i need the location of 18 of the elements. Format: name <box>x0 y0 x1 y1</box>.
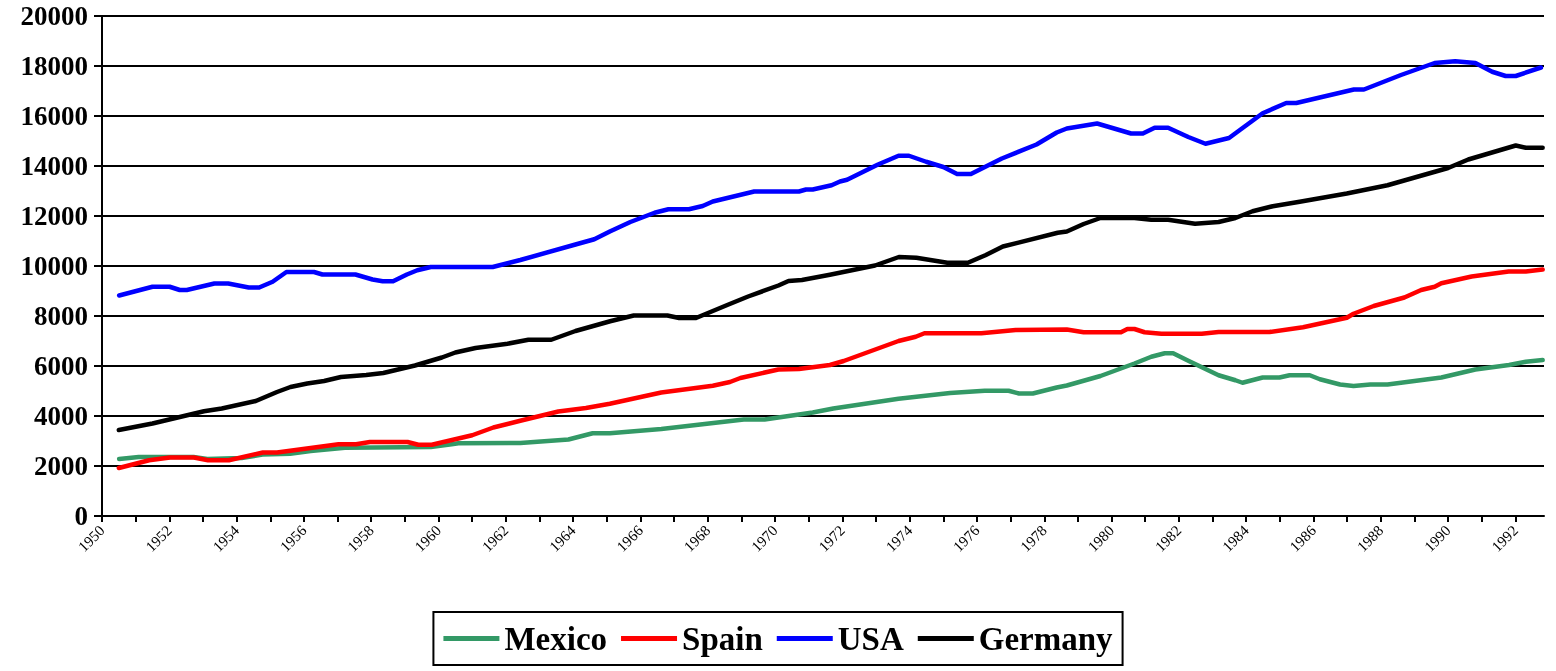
y-tick-label: 18000 <box>20 51 88 81</box>
legend-label: USA <box>837 620 904 657</box>
line-series <box>116 351 1545 462</box>
line-series <box>116 267 1545 471</box>
legend-label: Mexico <box>504 620 608 657</box>
y-tick-label: 4000 <box>34 401 88 431</box>
legend-label: Germany <box>978 620 1114 657</box>
line-series <box>116 59 1544 298</box>
y-tick-label: 0 <box>74 501 88 531</box>
y-tick-label: 2000 <box>34 451 88 481</box>
y-tick-label: 20000 <box>20 1 88 31</box>
y-tick-label: 6000 <box>34 351 88 381</box>
y-tick-label: 12000 <box>20 201 88 231</box>
y-tick-label: 16000 <box>20 101 88 131</box>
y-tick-label: 8000 <box>34 301 88 331</box>
y-tick-label: 14000 <box>20 151 88 181</box>
y-tick-label: 10000 <box>20 251 88 281</box>
legend-label: Spain <box>682 620 763 657</box>
